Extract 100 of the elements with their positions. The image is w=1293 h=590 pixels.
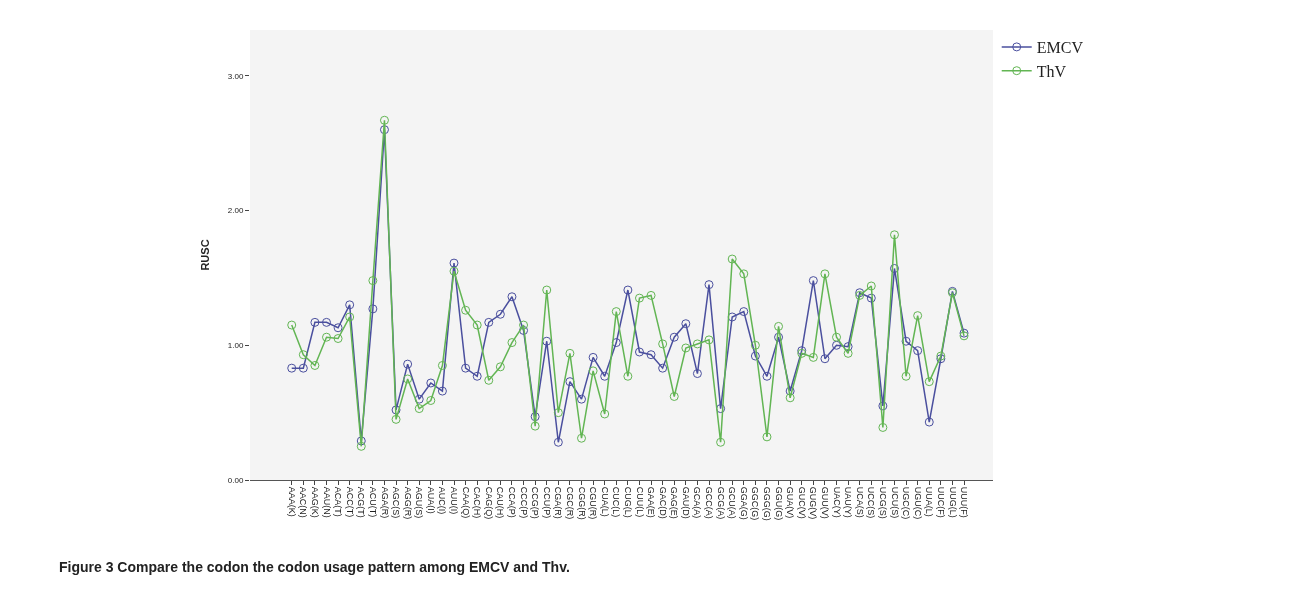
point [553, 437, 563, 447]
point [878, 422, 888, 432]
x-tick-label: ACU(T) [367, 486, 378, 518]
x-tick-label: CAC(H) [472, 486, 483, 519]
point [623, 371, 633, 381]
point [322, 317, 331, 327]
x-tick-label: GGG(G) [762, 486, 773, 521]
x-tick-label: UCA(S) [854, 486, 865, 518]
x-tick-label: ACG(T) [356, 486, 367, 518]
x-tick-label: GGU(G) [773, 486, 784, 521]
point [913, 311, 923, 321]
point [739, 269, 749, 279]
point [495, 309, 505, 319]
x-tick-label: AGA(R) [379, 486, 390, 519]
point [379, 125, 389, 135]
point [507, 338, 517, 348]
x-tick-label: GAC(D) [657, 486, 668, 519]
point [808, 276, 818, 286]
point [600, 371, 610, 381]
point [368, 276, 378, 286]
point [634, 347, 644, 357]
point [716, 437, 726, 447]
y-tick-label: 1.00 [227, 341, 244, 351]
x-tick-label: GUA(V) [785, 486, 796, 519]
x-tick-label: UAC(Y) [831, 486, 842, 518]
x-tick-label: AGG(R) [402, 486, 413, 520]
point [866, 293, 876, 303]
point [484, 375, 494, 385]
point [379, 115, 389, 125]
x-tick-label: UCU(S) [889, 486, 900, 519]
point [414, 394, 424, 404]
point [403, 359, 413, 369]
point [901, 336, 911, 346]
point [658, 363, 668, 373]
x-tick-label: AGU(S) [414, 486, 425, 519]
point [866, 281, 876, 291]
x-tick-label: CGU(R) [588, 486, 599, 520]
x-tick-label: AUU(I) [449, 486, 460, 515]
x-tick-label: GGA(G) [738, 486, 749, 520]
x-tick-label: UGC(C) [901, 486, 912, 520]
point [774, 321, 784, 331]
point [611, 307, 621, 317]
point [716, 404, 726, 414]
x-tick-label: GUG(V) [808, 486, 819, 520]
point [832, 340, 842, 350]
point [356, 441, 366, 451]
caption: Figure 3 Compare the codon the codon usage pattern among EMCV and Thv. [59, 559, 570, 575]
x-tick-label: CCG(P) [530, 486, 541, 519]
point [484, 317, 494, 327]
legend-label: EMCV [1036, 39, 1084, 57]
point [449, 258, 459, 268]
y-tick-label: 3.00 [227, 71, 244, 81]
point [750, 351, 760, 361]
point [565, 348, 575, 358]
x-tick-label: CUC(L) [611, 486, 622, 518]
point [414, 404, 424, 414]
y-tick-label: 0.00 [227, 475, 244, 485]
point [785, 386, 795, 396]
point [924, 417, 934, 427]
x-tick-label: GUC(V) [796, 486, 807, 519]
point [507, 292, 517, 302]
x-tick-label: UUC(F) [935, 486, 946, 518]
point [774, 332, 784, 342]
point [808, 352, 818, 362]
point [391, 414, 401, 424]
x-tick-label: CCA(P) [507, 486, 518, 518]
point [634, 293, 644, 303]
point [310, 317, 320, 327]
point [542, 285, 552, 295]
x-tick-label: GGC(G) [750, 486, 761, 521]
x-tick-label: GCA(A) [692, 486, 703, 519]
x-tick-label: CAU(H) [495, 486, 506, 519]
point [495, 362, 505, 372]
point [461, 305, 471, 315]
x-tick-label: UGU(C) [912, 486, 923, 520]
point [368, 304, 378, 314]
x-tick-label: UUA(L) [924, 486, 935, 517]
point [577, 394, 587, 404]
point [727, 312, 737, 322]
x-tick-label: AUC(I) [437, 486, 448, 515]
point [287, 363, 297, 373]
point [426, 378, 436, 388]
point [889, 263, 899, 273]
point [345, 312, 355, 322]
point [600, 409, 610, 419]
x-tick-label: AUA(I) [425, 486, 436, 514]
point [832, 332, 842, 342]
point [692, 339, 702, 349]
point [878, 401, 888, 411]
x-tick-label: AGC(S) [391, 486, 402, 519]
point [519, 320, 529, 330]
x-tick-label: CAA(Q) [460, 486, 471, 519]
point [322, 332, 331, 342]
x-tick-label: GAG(E) [669, 486, 680, 519]
point [403, 374, 413, 384]
point [762, 371, 772, 381]
point [519, 325, 529, 335]
point [449, 266, 459, 276]
x-tick-label: UCG(S) [877, 486, 888, 519]
point [426, 396, 436, 406]
